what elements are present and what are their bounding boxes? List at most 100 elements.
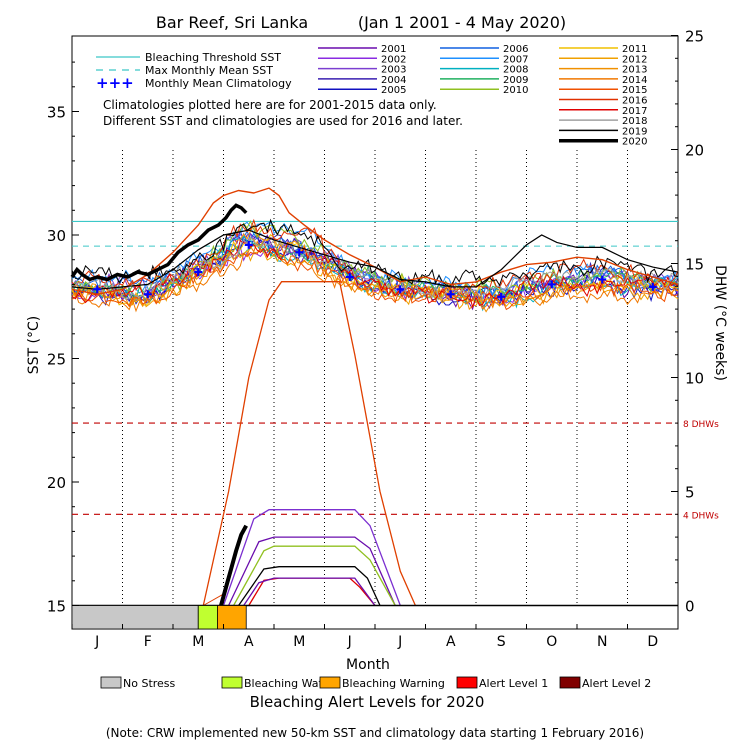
note-line-2: Different SST and climatologies are used… <box>103 114 463 128</box>
y-right-tick-label: 10 <box>685 370 704 388</box>
sst-series-2004 <box>71 234 679 306</box>
footnote: (Note: CRW implemented new 50-km SST and… <box>106 726 644 740</box>
year-legend-label-2014: 2014 <box>622 75 647 86</box>
x-axis-label: Month <box>346 657 390 673</box>
alert-level-bar <box>71 605 247 630</box>
alert-legend: No Stress Bleaching Watch Bleaching Warnin… <box>100 676 651 690</box>
x-tick-label: D <box>647 634 658 650</box>
dhw-trace-2020 <box>219 524 248 607</box>
sst-series-2014 <box>71 240 679 313</box>
y-left-tick-label: 35 <box>47 104 66 122</box>
alert-legend-label-bleaching-watch: Bleaching Watch <box>244 677 336 690</box>
year-legend-label-2005: 2005 <box>381 85 406 96</box>
year-legend-label-2003: 2003 <box>381 65 406 76</box>
y-left-tick-label: 25 <box>47 351 66 369</box>
sst-series-2020 <box>70 203 248 282</box>
x-tick-label: J <box>347 634 352 650</box>
year-legend-label-2011: 2011 <box>622 44 647 55</box>
legend-top: Bleaching Threshold SST Max Monthly Mean… <box>96 44 647 148</box>
sst-series-2018 <box>71 235 679 300</box>
alert-legend-swatch-alert-level-1 <box>456 676 478 689</box>
y-axis-left-label: SST (°C) <box>26 316 42 374</box>
year-legend-label-2016: 2016 <box>622 96 647 107</box>
year-legend-label-2002: 2002 <box>381 54 406 65</box>
y-right-tick-label: 15 <box>685 256 704 274</box>
alert-segment-bleaching-warning <box>217 605 247 630</box>
alert-legend-label-alert-level-2: Alert Level 2 <box>582 677 651 690</box>
alert-legend-swatch-bleaching-warning <box>319 676 341 689</box>
year-legend-label-2008: 2008 <box>503 65 528 76</box>
year-legend-label-2001: 2001 <box>381 44 406 55</box>
year-legend-label-2019: 2019 <box>622 126 647 137</box>
sst-series-2019-highlight <box>71 229 679 290</box>
reference-lines: 8 DHWs 4 DHWs <box>72 220 719 521</box>
year-legend-label-2015: 2015 <box>622 85 647 96</box>
alert-legend-label-no-stress: No Stress <box>123 677 176 690</box>
legend-climatology-marker: +++ <box>96 74 134 92</box>
x-tick-label: M <box>293 634 305 650</box>
year-legend-label-2009: 2009 <box>503 75 528 86</box>
year-legend-label-2006: 2006 <box>503 44 528 55</box>
dhw-trace-2005 <box>228 536 396 606</box>
alert-segment-no-stress <box>71 605 199 630</box>
sst-series-2019 <box>71 218 679 287</box>
alert-legend-swatch-bleaching-watch <box>221 676 243 689</box>
y-axis-right-label: DHW (°C weeks) <box>712 265 728 381</box>
year-legend-label-2013: 2013 <box>622 65 647 76</box>
dhw-trace-2016 <box>202 281 416 606</box>
dhw-trace-2010b <box>233 545 396 606</box>
alert-legend-swatch-no-stress <box>100 676 122 689</box>
sst-series-2015 <box>71 242 679 311</box>
note-line-1: Climatologies plotted here are for 2001-… <box>103 98 437 112</box>
sst-year-series <box>71 218 679 313</box>
year-legend-label-2018: 2018 <box>622 116 647 127</box>
dhw-trace-2003 <box>243 577 376 606</box>
x-tick-label: S <box>497 634 506 650</box>
reference-line-label: 8 DHWs <box>683 420 719 430</box>
reference-line-label: 4 DHWs <box>683 511 719 521</box>
dhw-trace-2019 <box>238 566 381 606</box>
legend-mmm-label: Max Monthly Mean SST <box>145 64 273 77</box>
x-tick-label: F <box>144 634 152 650</box>
y-left-tick-label: 15 <box>47 598 66 616</box>
year-legend-label-2017: 2017 <box>622 106 647 117</box>
chart-subtitle: (Jan 1 2001 - 4 May 2020) <box>358 13 566 32</box>
sst-series-2012 <box>71 249 679 310</box>
year-legend-label-2007: 2007 <box>503 54 528 65</box>
year-legend-label-2004: 2004 <box>381 75 406 86</box>
year-legend-label-2010: 2010 <box>503 85 528 96</box>
y-right-tick-label: 20 <box>685 142 704 160</box>
legend-threshold-label: Bleaching Threshold SST <box>145 51 281 64</box>
dhw-trace-2010 <box>222 509 401 606</box>
alert-legend-label-alert-level-1: Alert Level 1 <box>479 677 548 690</box>
legend-climatology-label: Monthly Mean Climatology <box>145 77 292 90</box>
x-tick-label: O <box>546 634 557 650</box>
month-gridlines <box>122 150 628 605</box>
year-legend-label-2012: 2012 <box>622 54 647 65</box>
x-tick-label: N <box>597 634 607 650</box>
alert-segment-bleaching-watch <box>197 605 218 630</box>
y-right-tick-label: 0 <box>685 598 695 616</box>
dhw-2016-edge <box>203 593 224 606</box>
alert-legend-swatch-alert-level-2 <box>559 676 581 689</box>
y-right-tick-label: 5 <box>685 484 695 502</box>
x-tick-label: J <box>94 634 99 650</box>
climatology-markers <box>93 240 657 301</box>
x-tick-label: A <box>446 634 456 650</box>
alert-legend-label-bleaching-warning: Bleaching Warning <box>342 677 445 690</box>
x-tick-label: A <box>244 634 254 650</box>
y-right-tick-label: 25 <box>685 28 704 46</box>
chart-title: Bar Reef, Sri Lanka <box>156 13 308 32</box>
axes: 15 20 25 30 35 0 5 10 15 20 25 J F M A M J J A S O N D <box>47 28 704 651</box>
alert-legend-title: Bleaching Alert Levels for 2020 <box>250 693 485 711</box>
x-tick-label: M <box>192 634 204 650</box>
year-legend-label-2020: 2020 <box>622 137 647 148</box>
sst-series-2016-highlight <box>71 187 679 296</box>
highlighted-series <box>70 187 679 296</box>
y-left-tick-label: 30 <box>47 227 66 245</box>
dhw-trace-2017 <box>248 577 376 606</box>
x-tick-label: J <box>397 634 402 650</box>
y-left-tick-label: 20 <box>47 474 66 492</box>
